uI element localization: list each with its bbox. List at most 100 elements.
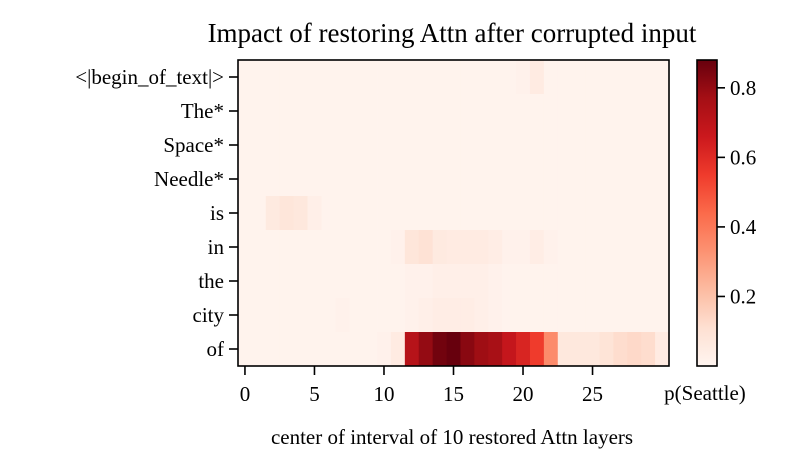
heatmap-cell (488, 128, 503, 163)
heatmap-cell (613, 298, 628, 333)
heatmap-cell (557, 128, 573, 163)
heatmap-cell (432, 128, 447, 163)
heatmap-cell (279, 128, 295, 163)
heatmap-cell (627, 332, 642, 367)
heatmap-cell (627, 298, 642, 333)
heatmap-cell (390, 128, 406, 163)
heatmap-cell (390, 264, 406, 299)
heatmap-cell (293, 60, 308, 95)
heatmap-cell (585, 94, 600, 129)
heatmap-cells (238, 60, 670, 367)
heatmap-cell (474, 298, 489, 333)
heatmap-cell (418, 332, 434, 367)
heatmap-cell (418, 60, 434, 95)
heatmap-cell (279, 196, 295, 231)
heatmap-cell (557, 94, 573, 129)
heatmap-cell (641, 128, 656, 163)
heatmap-cell (571, 162, 586, 197)
heatmap-cell (404, 60, 420, 95)
heatmap-cell (502, 196, 517, 231)
heatmap-cell (474, 162, 489, 197)
heatmap-cell (335, 196, 350, 231)
heatmap-cell (571, 60, 586, 95)
heatmap-cell (446, 128, 461, 163)
heatmap-cell (238, 264, 253, 299)
heatmap-cell (335, 94, 350, 129)
heatmap-cell (265, 298, 281, 333)
heatmap-cell (502, 162, 517, 197)
heatmap-cell (446, 264, 461, 299)
heatmap-cell (238, 162, 253, 197)
heatmap-cell (641, 298, 656, 333)
y-tick-label: The* (181, 99, 224, 123)
heatmap-cell (349, 264, 364, 299)
heatmap-cell (293, 230, 308, 265)
heatmap-cell (349, 60, 364, 95)
heatmap-cell (390, 196, 406, 231)
heatmap-cell (571, 230, 586, 265)
heatmap-cell (432, 264, 447, 299)
heatmap-cell (432, 60, 447, 95)
heatmap-cell (307, 230, 322, 265)
heatmap-cell (599, 230, 614, 265)
y-tick-label: in (208, 235, 225, 259)
heatmap-cell (543, 332, 559, 367)
y-tick-label: the (198, 269, 224, 293)
chart-title: Impact of restoring Attn after corrupted… (208, 18, 697, 48)
heatmap-cell (349, 94, 364, 129)
heatmap-cell (460, 230, 475, 265)
heatmap-cell (335, 230, 350, 265)
heatmap-cell (251, 196, 267, 231)
heatmap-cell (265, 60, 281, 95)
heatmap-cell (363, 196, 378, 231)
heatmap-cell (363, 332, 378, 367)
heatmap-cell (557, 196, 573, 231)
heatmap-cell (460, 94, 475, 129)
heatmap-cell (238, 60, 253, 95)
heatmap-cell (641, 332, 656, 367)
heatmap-cell (641, 264, 656, 299)
heatmap-cell (446, 230, 461, 265)
heatmap-cell (404, 196, 420, 231)
heatmap-cell (627, 60, 642, 95)
heatmap-cell (432, 196, 447, 231)
heatmap-cell (432, 162, 447, 197)
heatmap-cell (377, 332, 392, 367)
heatmap-cell (418, 230, 434, 265)
heatmap-cell (557, 230, 573, 265)
heatmap-cell (529, 196, 545, 231)
heatmap-cell (265, 128, 281, 163)
heatmap-cell (502, 94, 517, 129)
heatmap-cell (502, 230, 517, 265)
heatmap-cell (613, 128, 628, 163)
heatmap-cell (363, 264, 378, 299)
heatmap-cell (571, 264, 586, 299)
heatmap-cell (460, 162, 475, 197)
x-tick-label: 5 (309, 382, 320, 406)
heatmap-cell (349, 196, 364, 231)
heatmap-cell (585, 230, 600, 265)
heatmap-cell (613, 94, 628, 129)
heatmap-cell (641, 230, 656, 265)
heatmap-cell (293, 94, 308, 129)
x-tick-label: 25 (582, 382, 603, 406)
heatmap-cell (238, 298, 253, 333)
heatmap-cell (404, 94, 420, 129)
colorbar-tick-label: 0.6 (730, 145, 756, 169)
heatmap-cell (655, 264, 670, 299)
heatmap-cell (516, 162, 531, 197)
heatmap-cell (655, 60, 670, 95)
heatmap-cell (655, 162, 670, 197)
heatmap-cell (307, 264, 322, 299)
heatmap-cell (516, 264, 531, 299)
heatmap-cell (599, 264, 614, 299)
heatmap-cell (363, 94, 378, 129)
heatmap-cell (529, 264, 545, 299)
heatmap-cell (349, 332, 364, 367)
heatmap-cell (377, 162, 392, 197)
heatmap-cell (377, 230, 392, 265)
heatmap-cell (335, 332, 350, 367)
heatmap-cell (613, 162, 628, 197)
heatmap-cell (363, 230, 378, 265)
